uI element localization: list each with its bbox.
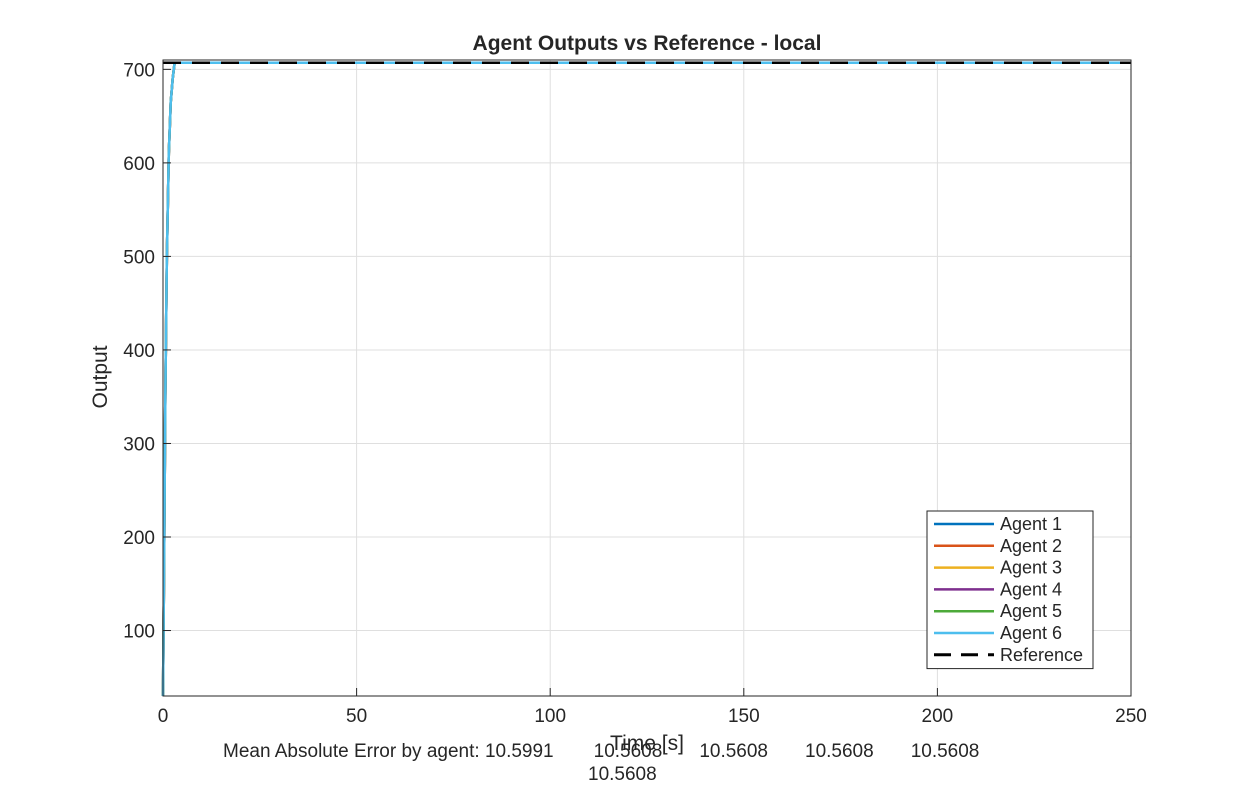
mae-value: 10.5608 <box>593 741 663 762</box>
x-tick-label: 150 <box>728 706 760 727</box>
legend-label: Agent 4 <box>1000 579 1062 599</box>
legend-label: Reference <box>1000 645 1083 665</box>
y-tick-label: 200 <box>123 528 155 549</box>
mae-value: 10.5991 <box>484 741 554 762</box>
series-line-agent-6 <box>161 61 1131 697</box>
series-lines <box>161 61 1131 697</box>
legend-label: Agent 5 <box>1000 601 1062 621</box>
mae-footer: Mean Absolute Error by agent: 10.5991 10.… <box>223 741 979 763</box>
mae-footer-continued: 10.5608 <box>588 764 657 786</box>
legend-label: Agent 6 <box>1000 623 1062 643</box>
y-tick-label: 400 <box>123 341 155 362</box>
x-tick-label: 250 <box>1115 706 1147 727</box>
x-tick-label: 100 <box>534 706 566 727</box>
ticks: 0 50 100 150 200 250 100 200 300 400 500 600 700 <box>123 60 1147 727</box>
mae-value: 10.5608 <box>699 741 768 762</box>
legend-label: Agent 1 <box>1000 514 1062 534</box>
chart-title: Agent Outputs vs Reference - local <box>473 32 822 55</box>
plot-frame <box>162 59 1132 697</box>
y-tick-label: 100 <box>123 622 155 643</box>
mae-value: 10.5608 <box>805 741 874 762</box>
x-tick-label: 200 <box>922 706 954 727</box>
legend-label: Agent 3 <box>1000 558 1062 578</box>
y-tick-label: 600 <box>123 154 155 175</box>
x-tick-label: 50 <box>346 706 367 727</box>
y-axis-label: Output <box>89 345 112 408</box>
y-tick-label: 500 <box>123 247 155 268</box>
legend-label: Agent 2 <box>1000 536 1062 556</box>
y-tick-label: 300 <box>123 434 155 455</box>
x-tick-label: 0 <box>158 706 169 727</box>
mae-value: 10.5608 <box>910 741 980 762</box>
mae-prefix: Mean Absolute Error by agent: <box>223 741 480 762</box>
mae-value: 10.5608 <box>588 764 657 785</box>
x-axis-label: Time [s] <box>610 732 684 755</box>
y-tick-label: 700 <box>123 60 155 81</box>
